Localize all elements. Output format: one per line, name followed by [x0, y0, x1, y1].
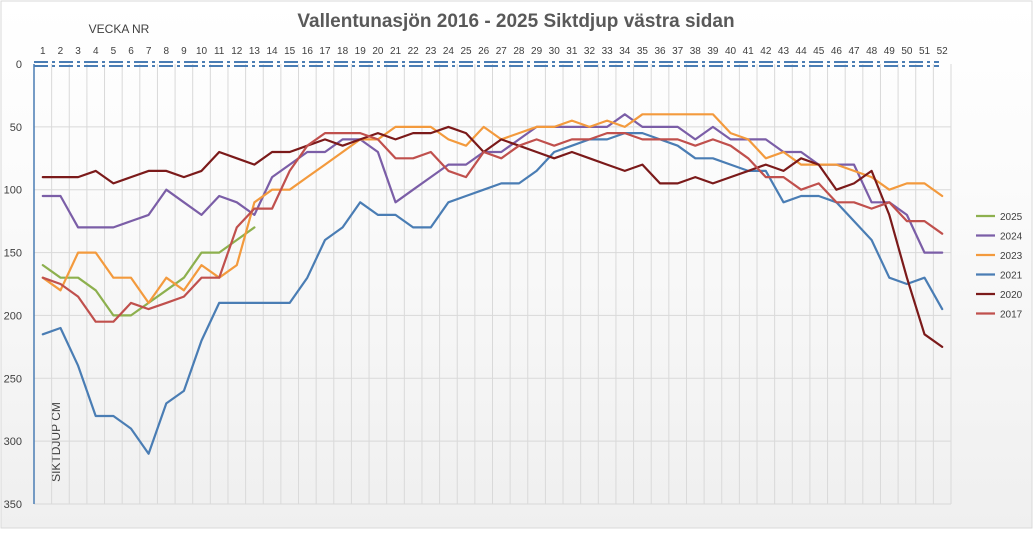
x-tick-label: 13 [249, 46, 261, 57]
x-tick-label: 40 [725, 46, 737, 57]
x-tick-label: 5 [111, 46, 117, 57]
y-tick-label: 100 [4, 185, 22, 197]
x-tick-label: 49 [884, 46, 896, 57]
x-tick-label: 45 [813, 46, 825, 57]
x-tick-label: 2 [58, 46, 64, 57]
legend-label-2017: 2017 [1000, 310, 1023, 321]
x-tick-label: 15 [284, 46, 296, 57]
x-tick-label: 44 [796, 46, 808, 57]
x-tick-label: 24 [443, 46, 455, 57]
x-tick-label: 7 [146, 46, 152, 57]
x-tick-label: 12 [231, 46, 243, 57]
x-tick-label: 27 [496, 46, 508, 57]
x-tick-label: 1 [40, 46, 46, 57]
x-tick-label: 6 [128, 46, 134, 57]
series-line-2017 [41, 132, 944, 323]
x-tick-label: 46 [831, 46, 843, 57]
x-tick-label: 25 [460, 46, 472, 57]
series-layer [41, 113, 944, 455]
x-tick-label: 37 [672, 46, 684, 57]
legend-label-2024: 2024 [1000, 232, 1023, 243]
y-tick-label: 350 [4, 499, 22, 511]
x-tick-label: 4 [93, 46, 99, 57]
legend: 2025 2024 2023 2021 2020 2017 [976, 212, 1023, 321]
x-tick-label: 10 [196, 46, 208, 57]
grid-layer [33, 64, 952, 505]
x-tick-label: 32 [584, 46, 596, 57]
x-tick-label: 28 [513, 46, 525, 57]
x-tick-label: 35 [637, 46, 649, 57]
x-tick-label: 21 [390, 46, 402, 57]
series-line-2023 [41, 113, 944, 304]
y-tick-label: 50 [10, 122, 22, 134]
x-tick-label: 43 [778, 46, 790, 57]
x-tick-label: 17 [319, 46, 331, 57]
x-tick-label: 20 [372, 46, 384, 57]
x-tick-label: 8 [163, 46, 169, 57]
x-tick-label: 26 [478, 46, 490, 57]
x-tick-label: 51 [919, 46, 931, 57]
x-tick-label: 14 [267, 46, 279, 57]
y-tick-label: 0 [16, 59, 22, 71]
x-tick-label: 30 [549, 46, 561, 57]
x-tick-label: 19 [355, 46, 367, 57]
x-tick-label: 16 [302, 46, 314, 57]
x-tick-label: 38 [690, 46, 702, 57]
y-tick-label: 250 [4, 373, 22, 385]
y-tick-label: 150 [4, 248, 22, 260]
chart-title: Vallentunasjön 2016 - 2025 Siktdjup väst… [297, 11, 734, 32]
x-tick-label: 31 [566, 46, 578, 57]
x-tick-label: 22 [408, 46, 420, 57]
y-tick-label: 200 [4, 310, 22, 322]
x-tick-label: 34 [619, 46, 631, 57]
legend-label-2021: 2021 [1000, 271, 1023, 282]
x-tick-label: 52 [937, 46, 949, 57]
x-axis-title: VECKA NR [89, 22, 150, 36]
x-tick-label: 47 [848, 46, 860, 57]
x-tick-label: 3 [75, 46, 81, 57]
x-tick-label: 50 [901, 46, 913, 57]
series-line-2020 [41, 125, 944, 348]
x-tick-label: 41 [743, 46, 755, 57]
x-tick-label: 29 [531, 46, 543, 57]
series-line-2021 [41, 132, 944, 455]
x-tick-label: 9 [181, 46, 187, 57]
legend-label-2020: 2020 [1000, 290, 1023, 301]
x-tick-label: 36 [654, 46, 666, 57]
legend-label-2025: 2025 [1000, 212, 1023, 223]
x-tick-label: 42 [760, 46, 772, 57]
x-tick-label: 18 [337, 46, 349, 57]
series-line-2024 [41, 113, 944, 254]
x-tick-label: 48 [866, 46, 878, 57]
legend-label-2023: 2023 [1000, 251, 1023, 262]
y-tick-label: 300 [4, 436, 22, 448]
x-tick-label: 11 [214, 46, 225, 57]
x-tick-label: 33 [602, 46, 614, 57]
x-tick-label: 39 [707, 46, 719, 57]
x-tick-label: 23 [425, 46, 437, 57]
y-axis-title: SIKTDJUP CM [49, 402, 63, 482]
